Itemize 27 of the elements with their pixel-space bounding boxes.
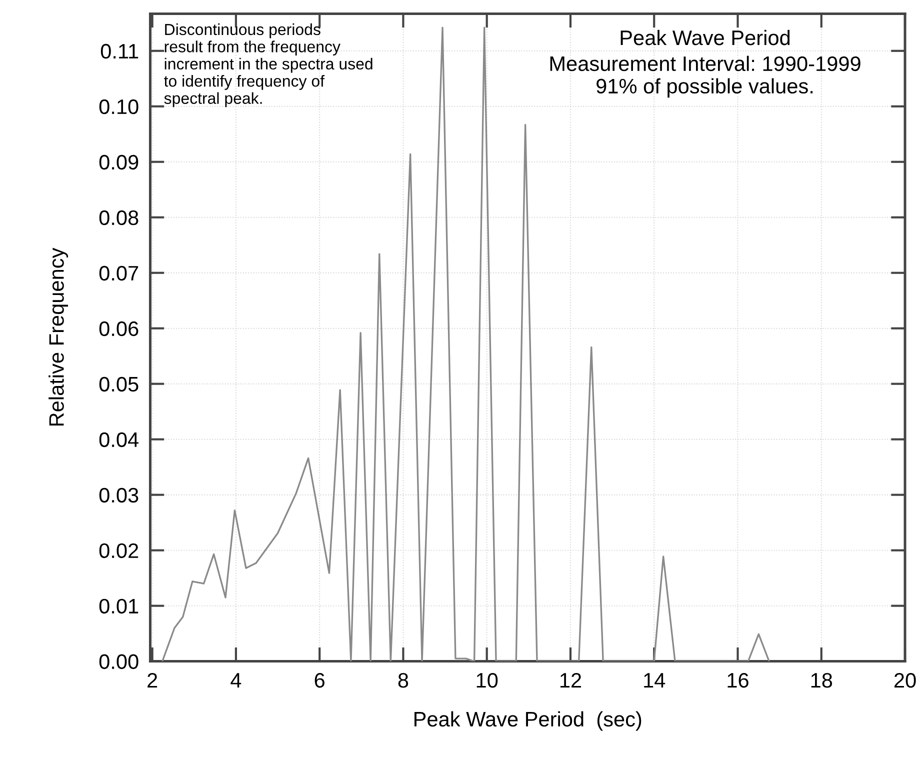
x-tick-label: 6 [314, 672, 324, 688]
text: Peak Wave Period [620, 30, 790, 46]
y-tick-label: 0.04 [99, 432, 139, 448]
x-tick-label: 2 [148, 672, 158, 688]
x-tick-label: 14 [644, 673, 666, 688]
y-tick-label: 0.10 [99, 99, 138, 114]
x-axis-title: Peak Wave Period (sec) [414, 711, 642, 731]
y-tick-label: 0.01 [99, 598, 138, 614]
x-tick-label: 20 [894, 672, 916, 688]
x-tick-label: 18 [811, 672, 832, 688]
y-tick-label: 0.03 [99, 488, 138, 503]
y-tick-label: 0.11 [100, 44, 138, 59]
x-tick-label: 10 [476, 672, 498, 688]
annotation: Measurement Interval: 1990-1999 91% of possible values. [550, 56, 860, 98]
y-tick-label: 0.07 [99, 266, 138, 281]
y-tick-label: 0.06 [99, 321, 138, 336]
x-tick-label: 12 [560, 672, 582, 688]
annotation: Discontinuous periods result from the frequency increment in the spectra used to identify frequency of spectral peak. [164, 23, 372, 108]
y-tick-label: 0.02 [99, 543, 138, 558]
y-tick-label: 0.09 [99, 154, 138, 170]
y-tick-label: 0.00 [99, 654, 138, 670]
y-tick-label: 0.08 [99, 210, 138, 226]
x-tick-label: 16 [728, 672, 748, 688]
y-axis-title: Relative Frequency [48, 248, 68, 426]
x-tick-label: 4 [230, 673, 242, 688]
x-tick-label: 8 [398, 672, 408, 688]
y-tick-label: 0.05 [99, 376, 138, 392]
